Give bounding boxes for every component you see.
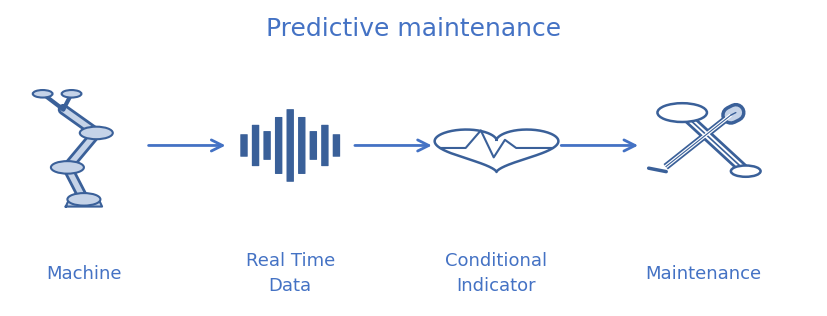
Circle shape <box>33 90 52 98</box>
FancyBboxPatch shape <box>298 117 305 174</box>
Circle shape <box>730 166 760 177</box>
Text: Machine: Machine <box>46 265 122 283</box>
Wedge shape <box>668 107 694 112</box>
FancyBboxPatch shape <box>251 125 259 166</box>
Text: Predictive maintenance: Predictive maintenance <box>266 17 561 41</box>
FancyBboxPatch shape <box>263 131 270 160</box>
Circle shape <box>50 161 84 174</box>
FancyBboxPatch shape <box>309 131 317 160</box>
FancyBboxPatch shape <box>275 117 282 174</box>
Circle shape <box>657 103 706 122</box>
Text: Conditional
Indicator: Conditional Indicator <box>445 252 547 295</box>
FancyBboxPatch shape <box>286 109 294 182</box>
Polygon shape <box>65 199 102 207</box>
Circle shape <box>61 90 81 98</box>
Text: Real Time
Data: Real Time Data <box>246 252 334 295</box>
FancyBboxPatch shape <box>240 134 247 157</box>
FancyBboxPatch shape <box>321 125 328 166</box>
Circle shape <box>79 127 112 139</box>
Circle shape <box>67 193 100 206</box>
FancyBboxPatch shape <box>332 134 340 157</box>
Text: Maintenance: Maintenance <box>644 265 760 283</box>
